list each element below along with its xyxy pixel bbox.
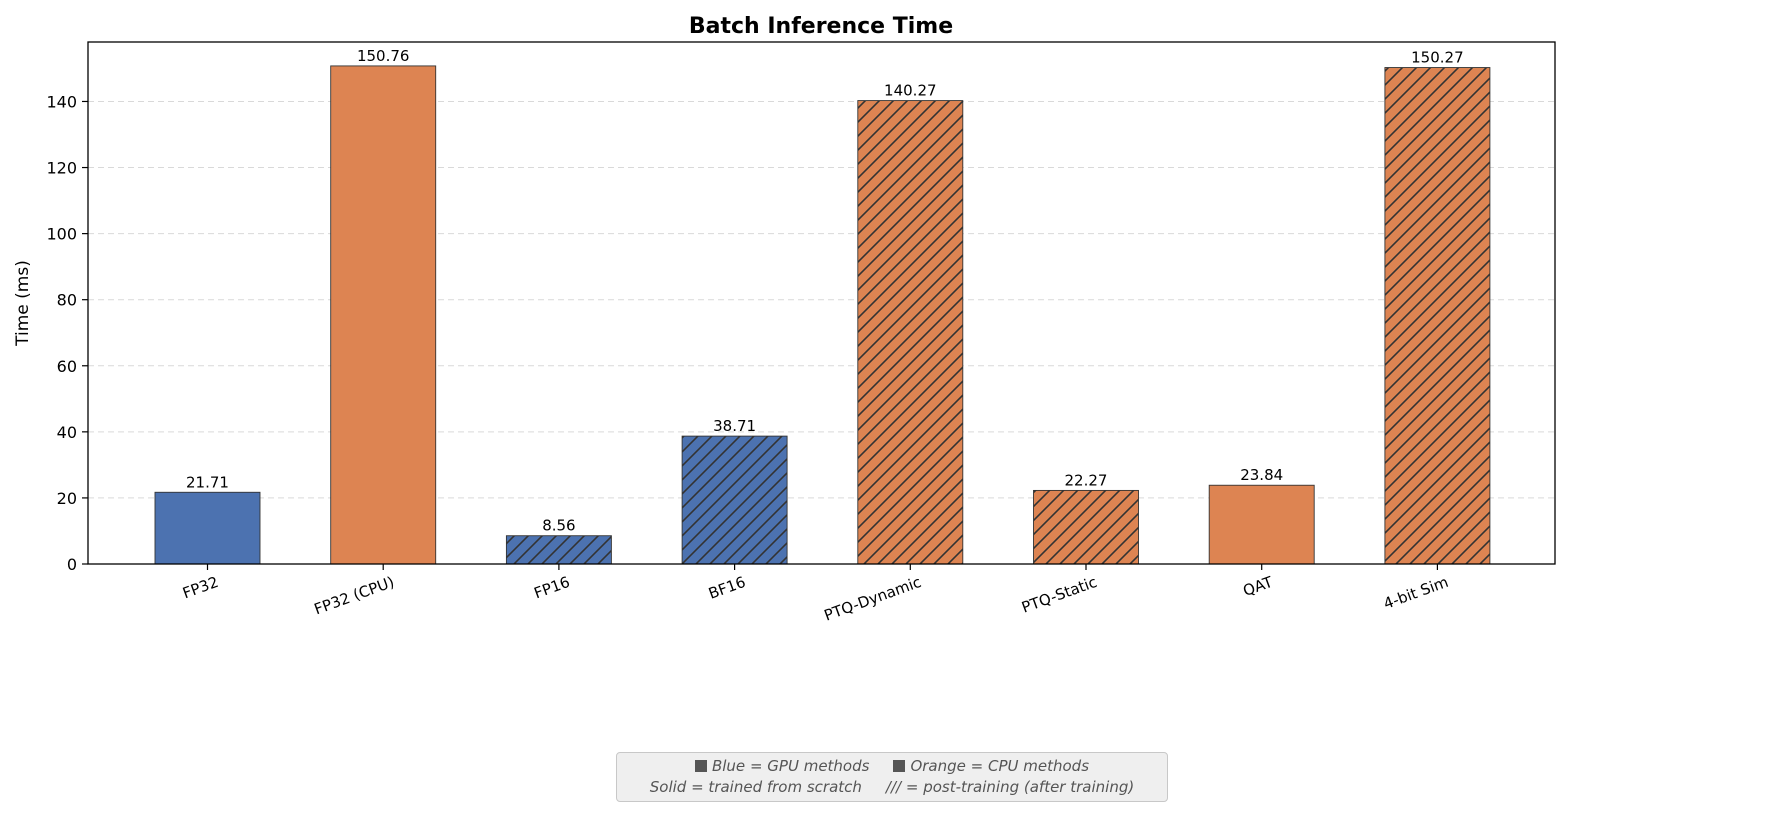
x-tick-label-5: PTQ-Static [1019,573,1099,617]
y-tick-label-2: 40 [57,423,77,442]
y-tick-label-4: 80 [57,291,77,310]
legend-note-line-2: Solid = trained from scratch /// = post-t… [617,777,1167,798]
x-tick-label-1: FP32 (CPU) [312,573,397,619]
cpu-swatch-icon [893,760,906,772]
y-tick-label-3: 60 [57,357,77,376]
x-axis: FP32 FP32 (CPU) FP16 BF16 PTQ-Dynamic PTQ-Sta… [180,564,1451,625]
bar-hatch-7 [1384,67,1490,564]
legend-note: Blue = GPU methods Orange = CPU methods S… [616,752,1168,802]
bar-hatch-5 [1033,490,1139,564]
y-axis-label: Time (ms) [13,260,33,347]
value-label-3: 38.71 [713,417,756,435]
x-tick-label-2: FP16 [532,573,573,602]
x-tick-label-4: PTQ-Dynamic [822,573,924,625]
y-tick-label-7: 140 [46,92,77,111]
value-label-5: 22.27 [1065,471,1108,489]
y-tick-label-6: 120 [46,159,77,178]
legend-note-line-1: Blue = GPU methods Orange = CPU methods [617,756,1167,777]
value-label-1: 150.76 [357,47,410,65]
bar-3 [681,435,788,565]
value-label-2: 8.56 [542,517,575,535]
value-label-4: 140.27 [884,82,937,100]
y-tick-label-5: 100 [46,225,77,244]
bar-2 [505,535,612,565]
bar-4 [857,100,964,565]
blue-label: Blue [711,757,746,775]
gpu-swatch-icon [694,760,707,772]
orange-text: = CPU methods [970,757,1090,775]
y-tick-label-0: 0 [67,555,77,574]
bar-hatch-2 [506,535,612,564]
x-tick-label-6: QAT [1241,573,1276,600]
x-tick-label-7: 4-bit Sim [1381,573,1451,613]
value-label-0: 21.71 [186,473,229,491]
bar-6 [1208,484,1315,565]
bar-fill-6 [1209,485,1315,564]
hatch-text: /// = post-training (after training) [885,778,1135,796]
bar-5 [1033,489,1139,565]
solid-text: Solid = trained from scratch [649,778,862,796]
value-label-6: 23.84 [1240,466,1283,484]
chart-title: Batch Inference Time [689,14,953,39]
y-axis: 0 20 40 60 80 100 120 140 [46,92,88,574]
grid-lines [88,100,1555,565]
y-tick-label-1: 20 [57,489,77,508]
bar-fill-1 [330,65,436,564]
bar-1 [330,65,437,565]
x-tick-label-3: BF16 [706,573,748,603]
bar-fill-0 [155,492,260,564]
blue-text: = GPU methods [749,757,870,775]
bar-7 [1384,67,1491,565]
x-tick-label-0: FP32 [180,573,221,602]
orange-label: Orange [910,757,966,775]
bar-hatch-4 [857,100,963,565]
bar-0 [154,491,261,565]
value-label-7: 150.27 [1411,49,1464,67]
bars [154,65,1491,565]
value-labels: 21.71 150.76 8.56 38.71 140.27 22.27 23.84 150.… [186,47,1464,535]
plot-frame [87,41,1556,565]
bar-hatch-3 [682,436,788,564]
